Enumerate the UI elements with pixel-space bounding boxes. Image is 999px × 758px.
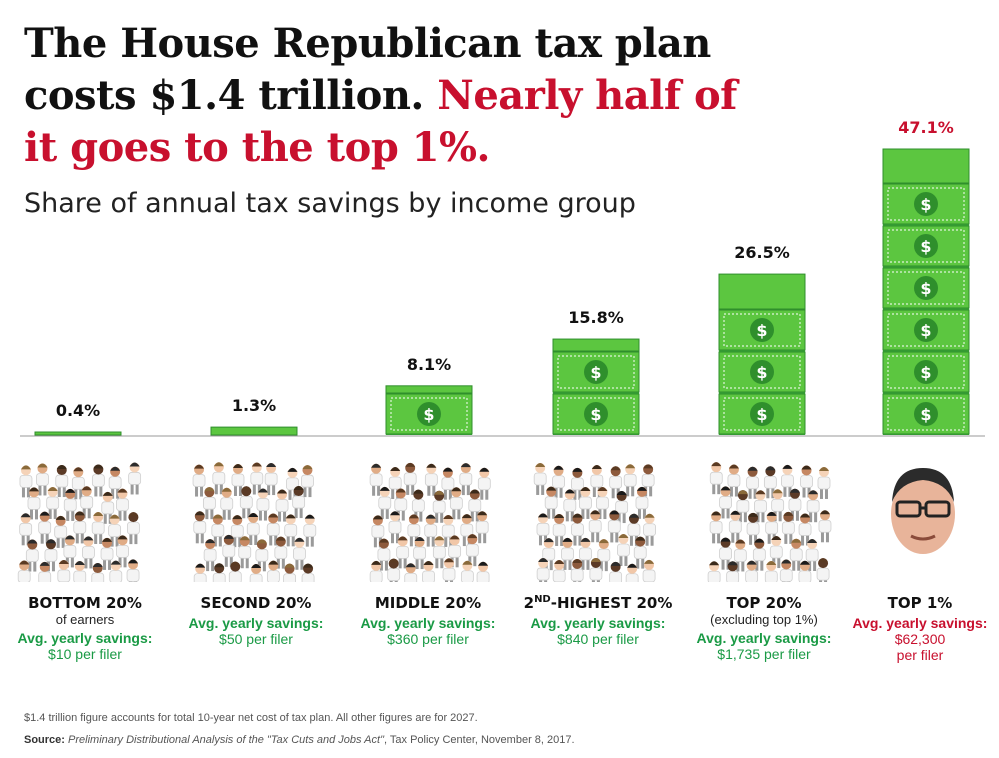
headline-part-1: The House Republican tax plan costs $1.4… xyxy=(24,20,711,119)
bar: $ $ $ xyxy=(718,273,806,435)
avg-savings-value: $10 per filer xyxy=(48,646,122,662)
avg-savings-label: Avg. yearly savings: xyxy=(17,630,153,646)
group-name-main: 2 xyxy=(523,594,535,612)
dollar-icon: $ xyxy=(920,237,931,256)
dollar-icon: $ xyxy=(756,405,767,424)
bar-chart: 0.4% 1.3% $8.1%$$15.8%$$$26.5%$$$$$$47.1% xyxy=(20,118,985,437)
headline-part-2: Nearly half of it goes to the top 1%. xyxy=(24,72,737,171)
avg-savings-label: Avg. yearly savings: xyxy=(696,630,832,646)
dollar-icon: $ xyxy=(920,195,931,214)
group-name: BOTTOM 20% xyxy=(28,594,142,612)
chart-title: Share of annual tax savings by income gr… xyxy=(24,188,636,219)
people-crowd-icon xyxy=(16,452,146,596)
dollar-icon: $ xyxy=(920,363,931,382)
bar xyxy=(210,426,298,436)
data-label: 0.4% xyxy=(56,401,100,420)
people-crowd-icon xyxy=(366,452,496,596)
avg-savings-label: Avg. yearly savings: xyxy=(852,615,988,631)
source-rest: , Tax Policy Center, November 8, 2017. xyxy=(383,734,575,746)
data-label: 26.5% xyxy=(734,243,790,262)
dollar-icon: $ xyxy=(920,321,931,340)
avg-savings-value: $62,300 xyxy=(894,631,946,647)
group-name-rest: -HIGHEST 20% xyxy=(550,594,673,612)
group-name: SECOND 20% xyxy=(200,594,312,612)
group-subtitle: of earners xyxy=(55,612,115,627)
footnote: $1.4 trillion figure accounts for total … xyxy=(24,712,478,724)
bar: $ xyxy=(385,385,473,435)
group-name: TOP 1% xyxy=(887,594,953,612)
bar: $$ xyxy=(552,338,640,435)
bar: $ $ $ $ $ $ xyxy=(882,148,970,435)
avg-savings-label: Avg. yearly savings: xyxy=(188,615,324,631)
group-subtitle: (excluding top 1%) xyxy=(710,612,818,627)
dollar-icon: $ xyxy=(590,405,601,424)
avg-savings-value: $50 per filer xyxy=(219,631,293,647)
group-label-2nd-highest-20: 2ND-HIGHEST 20% Avg. yearly savings: $84… xyxy=(508,594,688,647)
avg-savings-value: $360 per filer xyxy=(387,631,469,647)
headline: The House Republican tax plan costs $1.4… xyxy=(24,18,744,174)
bar xyxy=(34,431,122,436)
dollar-icon: $ xyxy=(756,321,767,340)
group-label-middle-20: MIDDLE 20% Avg. yearly savings: $360 per… xyxy=(338,594,518,647)
people-crowd-icon xyxy=(191,452,321,596)
group-name-superscript: ND xyxy=(534,594,551,605)
data-label: 1.3% xyxy=(232,396,276,415)
data-label: 15.8% xyxy=(568,308,624,327)
avg-savings-value-unit: per filer xyxy=(896,647,944,663)
data-label: 47.1% xyxy=(898,118,954,137)
avg-savings-value: $1,735 per filer xyxy=(717,646,811,662)
avg-savings-label: Avg. yearly savings: xyxy=(530,615,666,631)
group-label-top-20: TOP 20% (excluding top 1%) Avg. yearly s… xyxy=(674,594,854,662)
data-label: 8.1% xyxy=(407,355,451,374)
dollar-icon: $ xyxy=(920,279,931,298)
group-name: MIDDLE 20% xyxy=(374,594,482,612)
avg-savings-value: $840 per filer xyxy=(557,631,639,647)
dollar-icon: $ xyxy=(756,363,767,382)
source-note: Source: Preliminary Distributional Analy… xyxy=(24,734,575,746)
portrait-icon xyxy=(891,468,955,554)
people-crowd-icon xyxy=(706,452,836,594)
people-crowd-icon xyxy=(532,452,662,596)
dollar-icon: $ xyxy=(920,405,931,424)
group-name: 2ND-HIGHEST 20% xyxy=(508,594,688,612)
group-label-top-1: TOP 1% Avg. yearly savings: $62,300 per … xyxy=(830,594,999,663)
avg-savings-label: Avg. yearly savings: xyxy=(360,615,496,631)
group-name: TOP 20% xyxy=(726,594,802,612)
dollar-icon: $ xyxy=(590,363,601,382)
source-label: Source: xyxy=(24,734,65,746)
group-label-second-20: SECOND 20% Avg. yearly savings: $50 per … xyxy=(166,594,346,647)
group-label-bottom-20: BOTTOM 20% of earners Avg. yearly saving… xyxy=(0,594,175,662)
dollar-icon: $ xyxy=(423,405,434,424)
source-title: Preliminary Distributional Analysis of t… xyxy=(68,734,384,746)
